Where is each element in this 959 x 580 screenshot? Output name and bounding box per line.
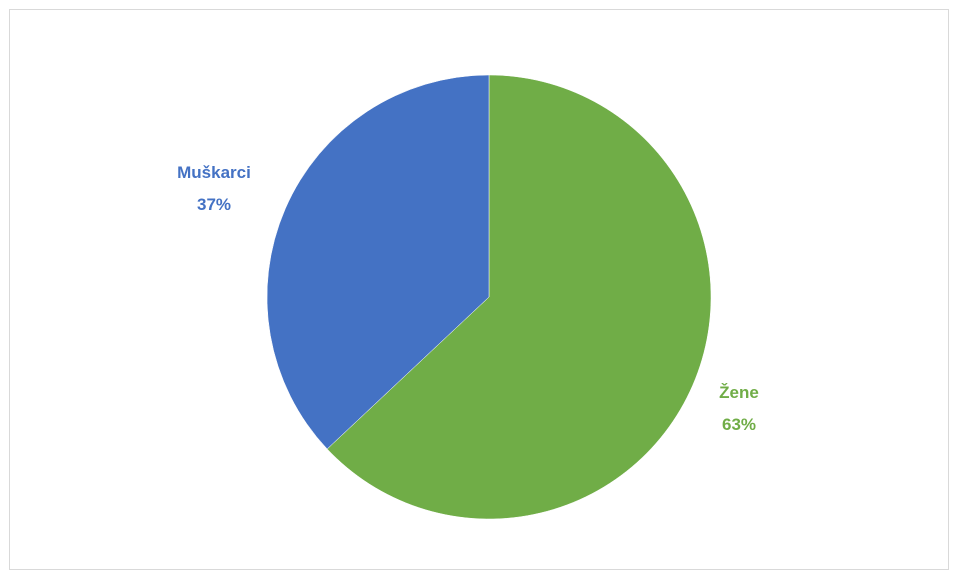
slice-label-zene-value: 63% bbox=[722, 415, 756, 434]
slice-label-muskarci-value: 37% bbox=[197, 195, 231, 214]
slice-label-muskarci-name: Muškarci bbox=[177, 163, 251, 182]
slice-label-zene-name: Žene bbox=[719, 383, 759, 402]
pie-slice-zene bbox=[326, 74, 712, 520]
pie-slice-muskarci bbox=[266, 74, 490, 450]
